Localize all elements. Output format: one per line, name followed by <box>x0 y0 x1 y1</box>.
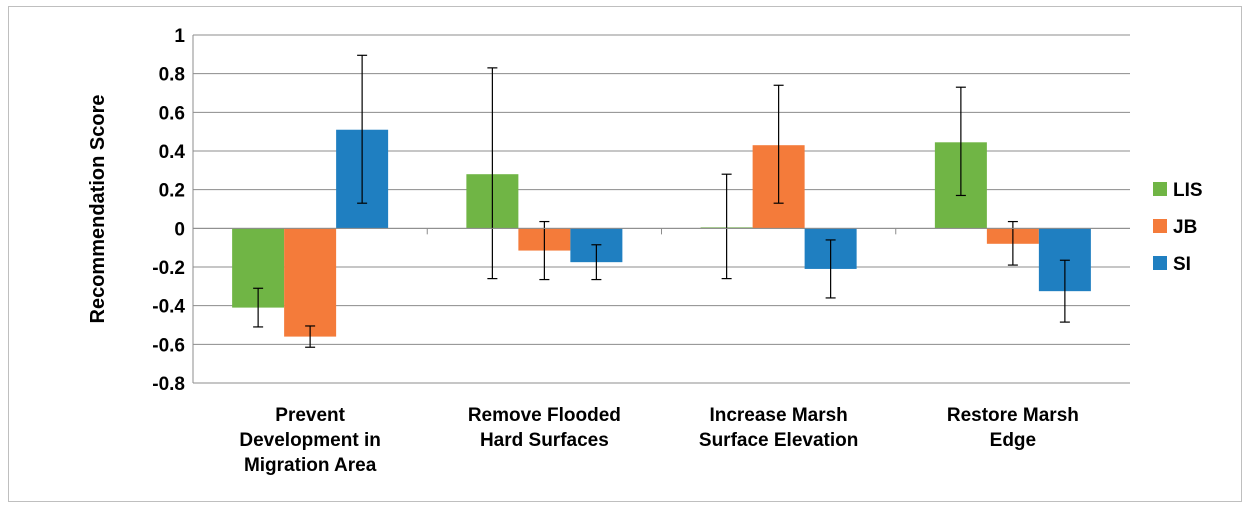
y-tick-label: -0.4 <box>152 297 185 318</box>
chart-frame <box>8 6 1242 502</box>
y-tick-label: 0.6 <box>159 103 185 124</box>
legend-swatch-si <box>1153 256 1167 270</box>
y-tick-label: -0.8 <box>152 374 185 395</box>
category-label: Increase Marsh Surface Elevation <box>699 405 858 451</box>
legend-swatch-jb <box>1153 219 1167 233</box>
y-tick-label: 0.2 <box>159 181 185 202</box>
legend-label-si: SI <box>1173 254 1191 275</box>
legend-label-jb: JB <box>1173 217 1197 238</box>
category-label: Prevent Development in Migration Area <box>239 405 380 476</box>
legend-label-lis: LIS <box>1173 180 1203 201</box>
y-tick-label: -0.2 <box>152 258 185 279</box>
y-axis-label: Recommendation Score <box>87 95 109 324</box>
category-label: Remove Flooded Hard Surfaces <box>468 405 621 451</box>
y-tick-label: 1 <box>174 26 185 47</box>
y-tick-label: 0 <box>174 219 185 240</box>
bar-jb <box>284 228 337 337</box>
category-label: Restore Marsh Edge <box>947 405 1079 451</box>
y-tick-label: -0.6 <box>152 335 185 356</box>
y-tick-label: 0.8 <box>159 65 185 86</box>
y-tick-label: 0.4 <box>159 142 186 163</box>
legend-swatch-lis <box>1153 182 1167 196</box>
